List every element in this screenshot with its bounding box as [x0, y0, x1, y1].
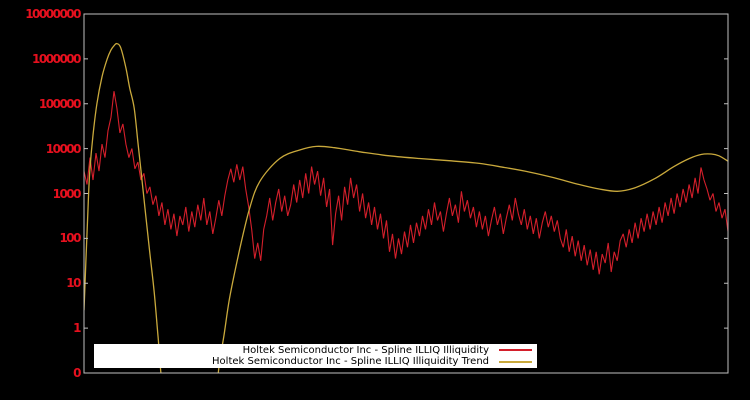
series-illiquidity-line [84, 91, 728, 275]
y-tick-label-0: 0 [73, 366, 81, 380]
plot-area [84, 42, 728, 373]
y-tick-label-100: 100 [59, 231, 81, 246]
legend-line-sample-red [499, 349, 532, 352]
plot-border [83, 13, 729, 374]
y-tick-label-1000: 1000 [52, 186, 82, 201]
y-tick-label-1000000: 1000000 [32, 51, 81, 66]
y-tick-label-1: 1 [73, 321, 81, 336]
legend: Holtek Semiconductor Inc - Spline ILLIQ … [94, 344, 537, 368]
y-tick-label-10: 10 [66, 276, 81, 291]
y-tick-label-10000: 10000 [45, 141, 82, 156]
legend-label-trend: Holtek Semiconductor Inc - Spline ILLIQ … [212, 356, 489, 367]
y-tick-label-100000: 100000 [38, 96, 82, 111]
legend-label-illiquidity: Holtek Semiconductor Inc - Spline ILLIQ … [242, 344, 489, 356]
legend-entry-illiquidity: Holtek Semiconductor Inc - Spline ILLIQ … [94, 345, 537, 357]
y-tick-label-10000000: 10000000 [25, 7, 81, 21]
legend-line-sample-gold [499, 360, 532, 363]
legend-entry-trend: Holtek Semiconductor Inc - Spline ILLIQ … [94, 356, 537, 368]
series-trend-line [84, 42, 728, 373]
